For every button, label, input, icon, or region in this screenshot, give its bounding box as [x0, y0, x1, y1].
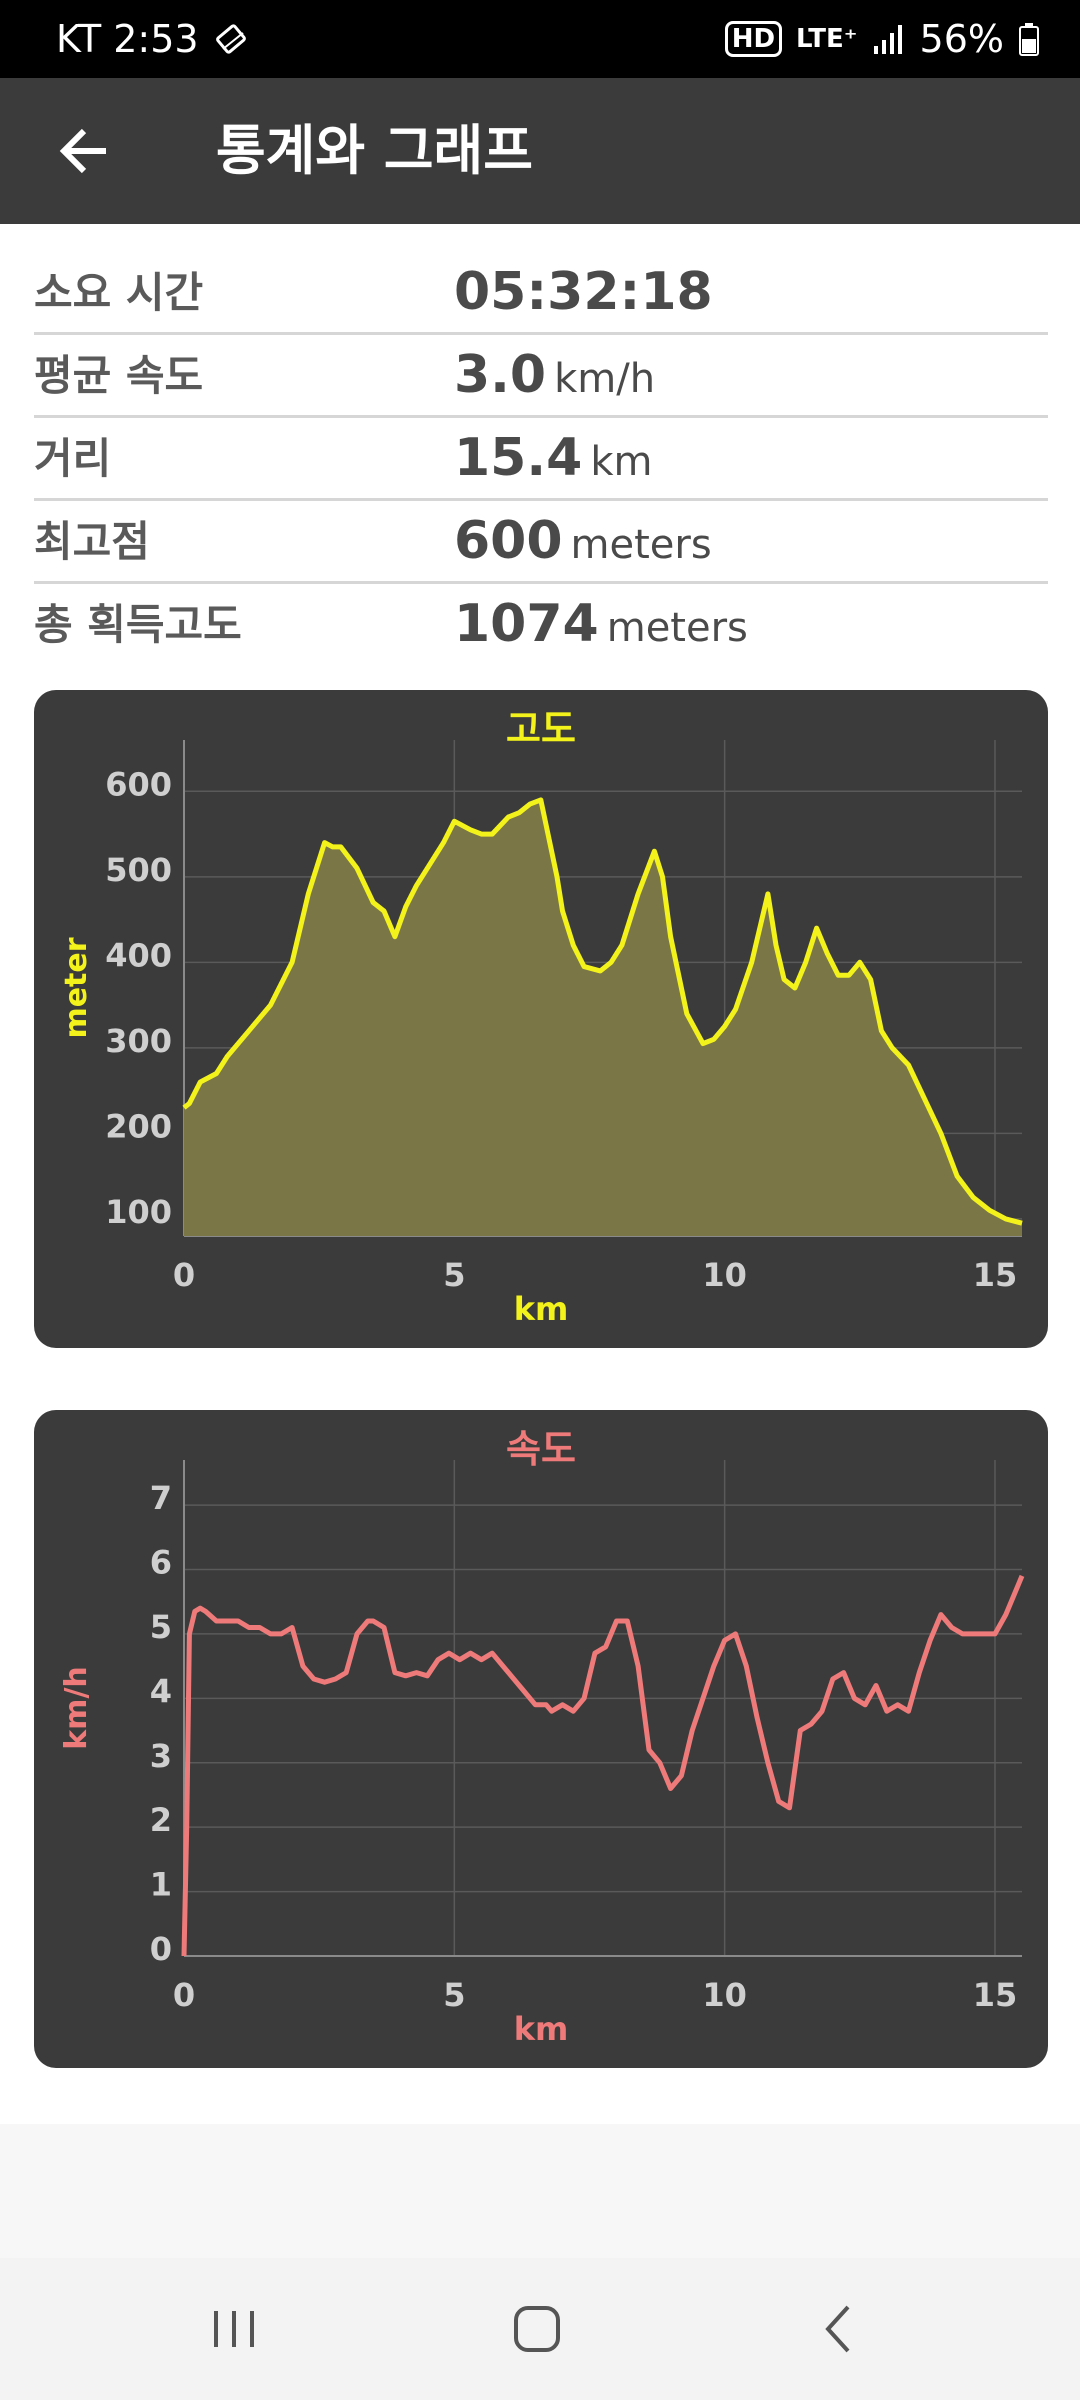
home-button[interactable] — [437, 2258, 637, 2400]
stat-unit: km — [590, 439, 653, 485]
stat-number: 15.4 — [454, 428, 583, 488]
x-tick-label: 10 — [702, 1976, 747, 2014]
y-tick-label: 2 — [150, 1801, 172, 1839]
chevron-left-icon — [825, 2305, 850, 2353]
speed-series-line — [181, 1574, 1025, 1957]
stat-row-avg-speed: 평균 속도 3.0 km/h — [34, 335, 1048, 418]
altitude-area — [184, 799, 1022, 1236]
y-tick-label: 200 — [105, 1107, 172, 1145]
status-bar: KT 2:53 HD LTE⁺ 56% — [0, 0, 1080, 78]
x-tick-label: 10 — [702, 1256, 747, 1294]
x-tick-label: 5 — [443, 1976, 465, 2014]
y-tick-label: 4 — [150, 1672, 172, 1710]
y-tick-label: 400 — [105, 936, 172, 974]
y-axis-label: meter — [59, 937, 94, 1038]
network-type: LTE⁺ — [796, 24, 858, 54]
x-tick-label: 0 — [173, 1976, 195, 2014]
stat-unit: meters — [606, 605, 748, 651]
altitude-series-line — [182, 797, 1023, 1226]
altitude-chart-card[interactable]: 0 5 10 15 100 200 300 400 500 600 고도 km meter — [34, 690, 1048, 1348]
stat-label: 거리 — [34, 434, 112, 483]
battery-percent: 56% — [919, 17, 1004, 61]
speed-chart: 0 5 10 15 0 1 2 3 4 5 6 7 속도 km km/h — [59, 1427, 1025, 2048]
chart-title: 속도 — [506, 1427, 576, 1471]
stat-label: 소요 시간 — [34, 268, 204, 317]
x-axis-label: km — [514, 2010, 569, 2048]
back-button[interactable] — [44, 111, 124, 191]
screen-record-icon — [215, 24, 246, 54]
bottom-spacer — [0, 2124, 1080, 2258]
stat-label: 최고점 — [34, 517, 150, 566]
hd-badge: HD — [724, 21, 783, 57]
signal-icon — [873, 25, 902, 54]
stat-row-duration: 소요 시간 05:32:18 — [34, 252, 1048, 335]
home-icon — [514, 2306, 560, 2352]
navigation-bar — [0, 2258, 1080, 2400]
x-tick-label: 15 — [973, 1976, 1018, 2014]
battery-icon — [1019, 23, 1039, 56]
stat-value: 15.4 km — [454, 428, 652, 488]
y-tick-label: 7 — [150, 1479, 172, 1517]
stat-value: 05:32:18 — [454, 262, 721, 322]
stat-number: 3.0 — [454, 345, 547, 405]
stat-number: 1074 — [454, 594, 599, 654]
y-tick-label: 6 — [150, 1544, 172, 1582]
y-tick-label: 1 — [150, 1866, 172, 1904]
speed-chart-card[interactable]: 0 5 10 15 0 1 2 3 4 5 6 7 속도 km km/h — [34, 1410, 1048, 2068]
recent-apps-icon — [214, 2311, 254, 2347]
arrow-left-icon — [59, 128, 106, 174]
carrier-time: KT 2:53 — [56, 17, 199, 61]
x-tick-label: 5 — [443, 1256, 465, 1294]
stats-list: 소요 시간 05:32:18 평균 속도 3.0 km/h 거리 15.4 km 최… — [34, 252, 1048, 664]
x-tick-label: 15 — [973, 1256, 1018, 1294]
x-tick-label: 0 — [173, 1256, 195, 1294]
y-tick-label: 0 — [150, 1930, 172, 1968]
y-tick-label: 600 — [105, 765, 172, 803]
stat-label: 평균 속도 — [34, 351, 204, 400]
status-right: HD LTE⁺ 56% — [724, 0, 1040, 78]
stat-value: 1074 meters — [454, 594, 748, 654]
stat-label: 총 획득고도 — [34, 600, 242, 649]
app-bar: 통계와 그래프 — [0, 78, 1080, 224]
y-tick-label: 500 — [105, 851, 172, 889]
y-tick-label: 100 — [105, 1193, 172, 1231]
stat-unit: meters — [570, 522, 712, 568]
chart-title: 고도 — [506, 707, 576, 751]
stat-number: 05:32:18 — [454, 262, 713, 322]
stat-row-distance: 거리 15.4 km — [34, 418, 1048, 501]
y-tick-label: 300 — [105, 1022, 172, 1060]
recent-apps-button[interactable] — [134, 2258, 334, 2400]
x-axis-label: km — [514, 1290, 569, 1328]
stat-unit: km/h — [554, 356, 656, 402]
altitude-chart: 0 5 10 15 100 200 300 400 500 600 고도 km meter — [59, 707, 1023, 1328]
stat-row-total-ascent: 총 획득고도 1074 meters — [34, 584, 1048, 664]
y-axis-label: km/h — [59, 1666, 94, 1750]
page-title: 통계와 그래프 — [216, 119, 533, 182]
y-tick-label: 3 — [150, 1737, 172, 1775]
stat-value: 3.0 km/h — [454, 345, 655, 405]
nav-back-button[interactable] — [740, 2258, 940, 2400]
status-left: KT 2:53 — [56, 0, 249, 78]
stat-row-max-altitude: 최고점 600 meters — [34, 501, 1048, 584]
stat-value: 600 meters — [454, 511, 712, 571]
y-tick-label: 5 — [150, 1608, 172, 1646]
stat-number: 600 — [454, 511, 563, 571]
